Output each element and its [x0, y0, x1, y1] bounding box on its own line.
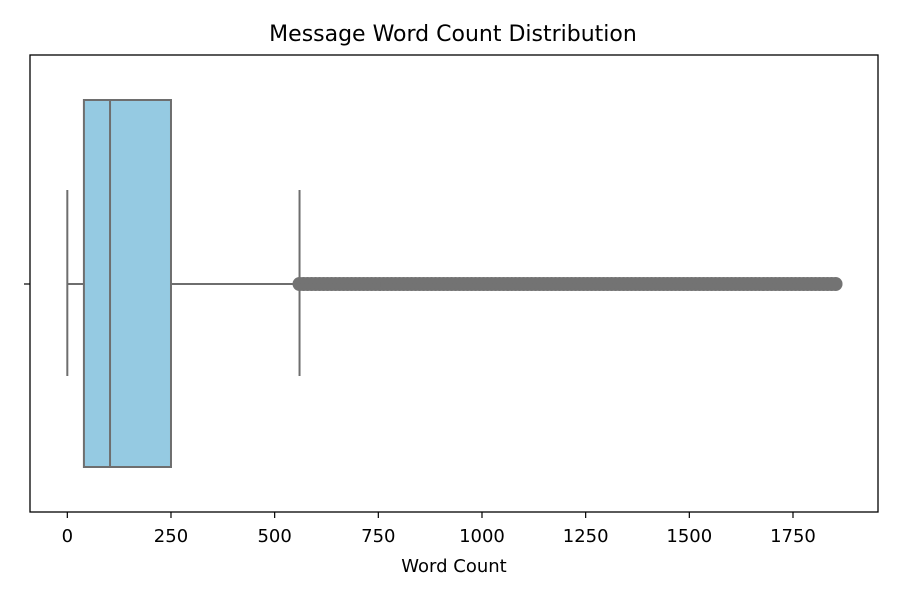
iqr-box — [82, 99, 172, 468]
x-tick-label: 1500 — [666, 526, 712, 547]
x-tick-label: 1250 — [563, 526, 609, 547]
x-tick-label: 500 — [257, 526, 291, 547]
x-tick-label: 0 — [62, 526, 73, 547]
x-tick-label: 1750 — [770, 526, 816, 547]
outlier-point — [828, 277, 843, 291]
x-axis: 0 250 500 750 1000 1250 1500 1750 — [62, 512, 816, 547]
chart-title: Message Word Count Distribution — [269, 22, 637, 47]
x-axis-label: Word Count — [401, 556, 506, 577]
x-tick-label: 750 — [361, 526, 395, 547]
boxplot-series — [66, 99, 843, 468]
x-tick-label: 250 — [154, 526, 188, 547]
x-tick-label: 1000 — [459, 526, 505, 547]
outlier-points — [292, 277, 843, 291]
